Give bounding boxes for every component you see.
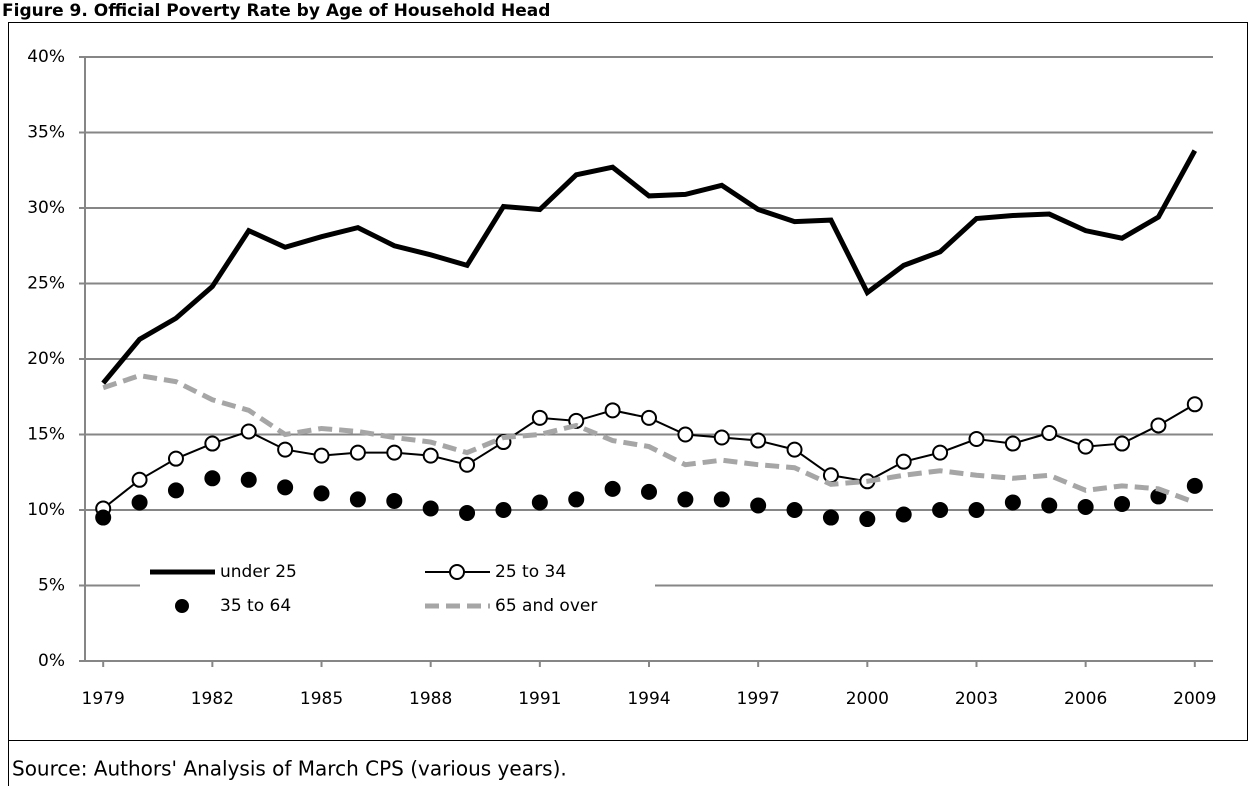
data-point <box>568 491 585 508</box>
source-note: Source: Authors' Analysis of March CPS (… <box>12 757 567 781</box>
data-point <box>95 509 112 526</box>
data-point <box>1186 396 1203 413</box>
y-tick-label: 35% <box>27 123 65 143</box>
x-tick-label: 1997 <box>737 689 780 709</box>
data-point <box>859 511 876 528</box>
data-point <box>167 482 184 499</box>
data-point <box>822 509 839 526</box>
data-point <box>932 502 949 518</box>
chart-frame <box>8 22 1248 741</box>
data-point <box>786 441 803 458</box>
data-point <box>240 423 257 440</box>
x-tick-label: 2009 <box>1173 689 1216 709</box>
data-point <box>349 491 366 508</box>
x-tick-label: 1994 <box>627 689 670 709</box>
legend-label: under 25 <box>220 562 297 582</box>
data-point <box>968 502 985 518</box>
data-point <box>895 453 912 470</box>
x-tick-label: 1982 <box>191 689 234 709</box>
y-tick-label: 20% <box>27 349 65 369</box>
x-tick-label: 2003 <box>955 689 998 709</box>
data-point <box>531 494 548 511</box>
data-point <box>1114 495 1131 512</box>
data-point <box>1004 494 1021 511</box>
data-point <box>277 441 294 458</box>
y-tick-label: 0% <box>38 651 65 671</box>
data-point <box>167 450 184 467</box>
legend-label: 65 and over <box>495 596 597 616</box>
x-tick-label: 1988 <box>409 689 452 709</box>
y-tick-label: 40% <box>27 47 65 67</box>
data-point <box>677 491 694 508</box>
data-point <box>1150 417 1167 434</box>
data-point <box>1077 498 1094 515</box>
data-point <box>422 447 439 464</box>
data-point <box>968 431 985 448</box>
series-line <box>101 149 1198 385</box>
legend-label: 25 to 34 <box>495 562 566 582</box>
data-point <box>1041 497 1058 514</box>
data-point <box>713 429 730 446</box>
data-point <box>386 492 403 509</box>
data-point <box>713 491 730 508</box>
data-point <box>604 480 621 497</box>
data-point <box>459 505 476 522</box>
data-point <box>604 402 621 419</box>
data-point <box>313 447 330 464</box>
data-point <box>495 502 512 518</box>
data-point <box>131 494 148 511</box>
data-point <box>1041 424 1058 441</box>
legend-marker <box>175 599 189 613</box>
data-point <box>349 444 366 461</box>
y-tick-label: 25% <box>27 274 65 294</box>
legend-label: 35 to 64 <box>220 596 291 616</box>
data-point <box>750 432 767 449</box>
chart-title: Figure 9. Official Poverty Rate by Age o… <box>2 1 550 21</box>
data-point <box>932 444 949 461</box>
x-tick-label: 1979 <box>82 689 125 709</box>
data-point <box>1114 435 1131 452</box>
data-point <box>677 426 694 443</box>
x-tick-label: 1991 <box>518 689 561 709</box>
data-point <box>1077 438 1094 455</box>
data-point <box>386 444 403 461</box>
data-point <box>204 470 221 487</box>
data-point <box>131 471 148 488</box>
data-point <box>641 409 657 426</box>
data-point <box>531 409 548 426</box>
data-point <box>895 506 912 523</box>
x-tick-label: 2006 <box>1064 689 1107 709</box>
x-tick-label: 1985 <box>300 689 343 709</box>
data-point <box>459 456 476 473</box>
legend-box <box>140 558 655 618</box>
y-tick-label: 5% <box>38 576 65 596</box>
data-point <box>277 479 294 496</box>
legend-marker <box>449 564 465 580</box>
y-tick-label: 10% <box>27 500 65 520</box>
y-tick-label: 15% <box>27 425 65 445</box>
data-point <box>313 485 330 502</box>
data-point <box>1004 435 1021 452</box>
y-tick-label: 30% <box>27 198 65 218</box>
data-point <box>240 471 257 488</box>
data-point <box>204 435 221 452</box>
data-point <box>641 483 657 500</box>
data-point <box>422 500 439 517</box>
data-point <box>786 502 803 518</box>
data-point <box>750 497 767 514</box>
data-point <box>1186 477 1203 494</box>
x-tick-label: 2000 <box>846 689 889 709</box>
series-line <box>102 373 1196 505</box>
